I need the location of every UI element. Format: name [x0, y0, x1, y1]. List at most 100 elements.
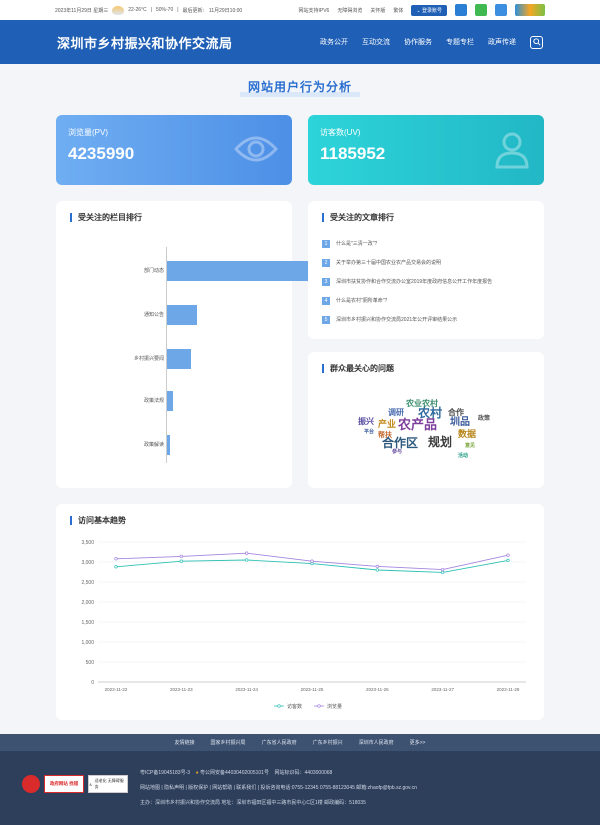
nav-item-voice[interactable]: 政声传递 [488, 39, 516, 46]
data-point[interactable] [441, 567, 445, 572]
column-rank-card: 受关注的栏目排行 部门动态 通知公告 乡村振兴要闻 政策法规 政策解读 [56, 201, 317, 488]
x-tick-label: 2023-11-28 [497, 687, 520, 692]
bar[interactable] [167, 261, 317, 281]
footer-link[interactable]: 国家乡村振兴局 [210, 740, 246, 746]
y-tick-label: 1,500 [81, 620, 94, 626]
bar-label: 通知公告 [143, 312, 164, 318]
gov-find-error-badge[interactable]: 政府网站 找错 [44, 775, 84, 793]
x-tick-label: 2023-11-25 [301, 687, 324, 692]
stats-row: 浏览量(PV) 4235990 访客数(UV) 1185952 [56, 115, 544, 185]
list-item[interactable]: 2 关于举办第三十届中国农业农产品交易会的说明 [322, 253, 530, 272]
data-point[interactable] [310, 559, 314, 563]
nav-item-topics[interactable]: 专题专栏 [446, 39, 474, 46]
page-title-wrap: 网站用户行为分析 [0, 78, 600, 100]
bar[interactable] [167, 305, 197, 325]
footer-badges: 政府网站 找错 ♿ 适老化 无障碍服务 [22, 775, 128, 793]
data-point[interactable] [375, 564, 379, 569]
data-point[interactable] [441, 570, 445, 575]
cloud-word[interactable]: 产业 [378, 419, 397, 429]
nav-item-interaction[interactable]: 互动交流 [362, 39, 390, 46]
data-point[interactable] [506, 553, 510, 557]
footer-link[interactable]: 广东省人民政府 [261, 740, 297, 746]
x-tick-label: 2023-11-27 [431, 687, 454, 692]
x-tick-label: 2023-11-26 [366, 687, 389, 692]
nav-item-cooperation[interactable]: 协作服务 [404, 39, 432, 46]
uv-card: 访客数(UV) 1185952 [308, 115, 544, 185]
list-item[interactable]: 4 什么是农村"厕所革命"? [322, 291, 530, 310]
data-point[interactable] [245, 558, 249, 562]
footer-link[interactable]: 友情链接 [174, 740, 195, 746]
data-point[interactable] [114, 557, 118, 561]
cloud-word[interactable]: 农村 [418, 406, 443, 420]
word-cloud: 农业农村 调研 农村 合作振兴 产业 农产品 圳品 政策平台 帮扶 数据合作区 规划意见参与活动 [358, 392, 498, 472]
cloud-word[interactable]: 合作区 [382, 436, 419, 450]
cloud-word[interactable]: 帮扶 [378, 432, 392, 439]
footer-org-line: 主办：深圳市乡村振兴和协作交流局 地址：深圳市福田区福中三路市民中心C区1楼 邮… [140, 800, 366, 806]
wechat-icon[interactable] [475, 4, 487, 16]
footer-link-more[interactable]: 更多>> [409, 740, 426, 746]
cloud-word[interactable]: 参与 [392, 449, 403, 455]
column-rank-title: 受关注的栏目排行 [70, 213, 278, 222]
data-point[interactable] [375, 568, 379, 572]
search-icon [532, 38, 541, 46]
y-tick-label: 3,000 [81, 560, 94, 566]
bar[interactable] [167, 435, 170, 455]
ipv6-link[interactable]: 网站支持IPV6 [298, 7, 330, 14]
cloud-word[interactable]: 农产品 [398, 417, 438, 432]
data-point[interactable] [114, 565, 118, 569]
bar[interactable] [167, 391, 173, 411]
bar-row: 政策法规 [56, 391, 292, 411]
footer-link[interactable]: 深圳市人民政府 [358, 740, 394, 746]
list-item[interactable]: 3 深圳市扶贫协作和合作交流办公室2019年度政府信息公开工作年度报告 [322, 272, 530, 291]
temperature-text: 22-26°C [128, 7, 147, 13]
cloud-word[interactable]: 合作 [448, 408, 464, 417]
elder-mode-link[interactable]: 关怀版 [370, 7, 386, 14]
trend-title: 访问基本趋势 [70, 516, 530, 525]
pv-card: 浏览量(PV) 4235990 [56, 115, 292, 185]
cloud-word[interactable]: 圳品 [450, 417, 470, 428]
search-button[interactable] [530, 35, 543, 49]
cloud-word[interactable]: 调研 [388, 408, 404, 417]
list-item[interactable]: 5 深圳市乡村振兴和协作交流局2021年公开评审结果公示 [322, 310, 530, 329]
nav-item-gov-open[interactable]: 政务公开 [320, 39, 348, 46]
cloud-word[interactable]: 振兴 [358, 417, 374, 426]
brand-logo-icon[interactable] [515, 4, 545, 16]
mobile-icon[interactable] [455, 4, 467, 16]
data-point[interactable] [245, 551, 249, 555]
uv-label: 访客数(UV) [320, 128, 361, 137]
uv-value: 1185952 [320, 144, 386, 163]
footer-link[interactable]: 广东乡村振兴 [312, 740, 343, 746]
footer-nav-line[interactable]: 网站地图 | 隐私声明 | 版权保护 | 网站帮助 | 联系我们 | 投诉咨询电… [140, 785, 417, 791]
cloud-word[interactable]: 意见 [465, 443, 476, 449]
police-record[interactable]: 粤公网安备44030402005101号 [200, 770, 269, 776]
data-point[interactable] [506, 558, 510, 563]
accessibility-badge[interactable]: ♿ 适老化 无障碍服务 [88, 775, 128, 793]
data-point[interactable] [179, 559, 183, 563]
y-tick-label: 2,500 [81, 580, 94, 586]
login-button[interactable]: ⌄ 登录账号 [411, 4, 447, 16]
cloud-word[interactable]: 农业农村 [406, 399, 438, 408]
main-nav: 政务公开 互动交流 协作服务 专题专栏 政声传递 [320, 35, 543, 49]
weibo-icon[interactable] [495, 4, 507, 16]
traditional-link[interactable]: 繁体 [393, 7, 404, 14]
icp-number[interactable]: 粤ICP备19045183号-3 [140, 770, 191, 776]
cloud-word[interactable]: 规划 [428, 435, 453, 449]
bar[interactable] [167, 349, 191, 369]
x-tick-label: 2023-11-24 [235, 687, 258, 692]
site-title[interactable]: 深圳市乡村振兴和协作交流局 [57, 36, 233, 52]
cloud-word[interactable]: 活动 [458, 453, 469, 459]
site-footer: 政府网站 找错 ♿ 适老化 无障碍服务 粤ICP备19045183号-3 ● 粤公… [0, 751, 600, 825]
wheelchair-icon: ♿ [89, 781, 93, 787]
accessibility-link[interactable]: 无障碍浏览 [337, 7, 363, 14]
legend-marker [277, 704, 281, 708]
party-emblem-icon[interactable] [22, 775, 40, 793]
bar-row: 政策解读 [56, 435, 292, 455]
bar-label: 政策法规 [143, 398, 164, 404]
cloud-word[interactable]: 平台 [364, 429, 375, 435]
updated-text: 最后更新： 11月29日10:00 [182, 7, 243, 14]
list-item[interactable]: 1 什么是"三清一改"? [322, 234, 530, 253]
user-icon [495, 132, 529, 169]
cloud-word[interactable]: 数据 [458, 429, 477, 439]
cloud-word[interactable]: 政策 [478, 416, 491, 422]
data-point[interactable] [179, 554, 183, 559]
